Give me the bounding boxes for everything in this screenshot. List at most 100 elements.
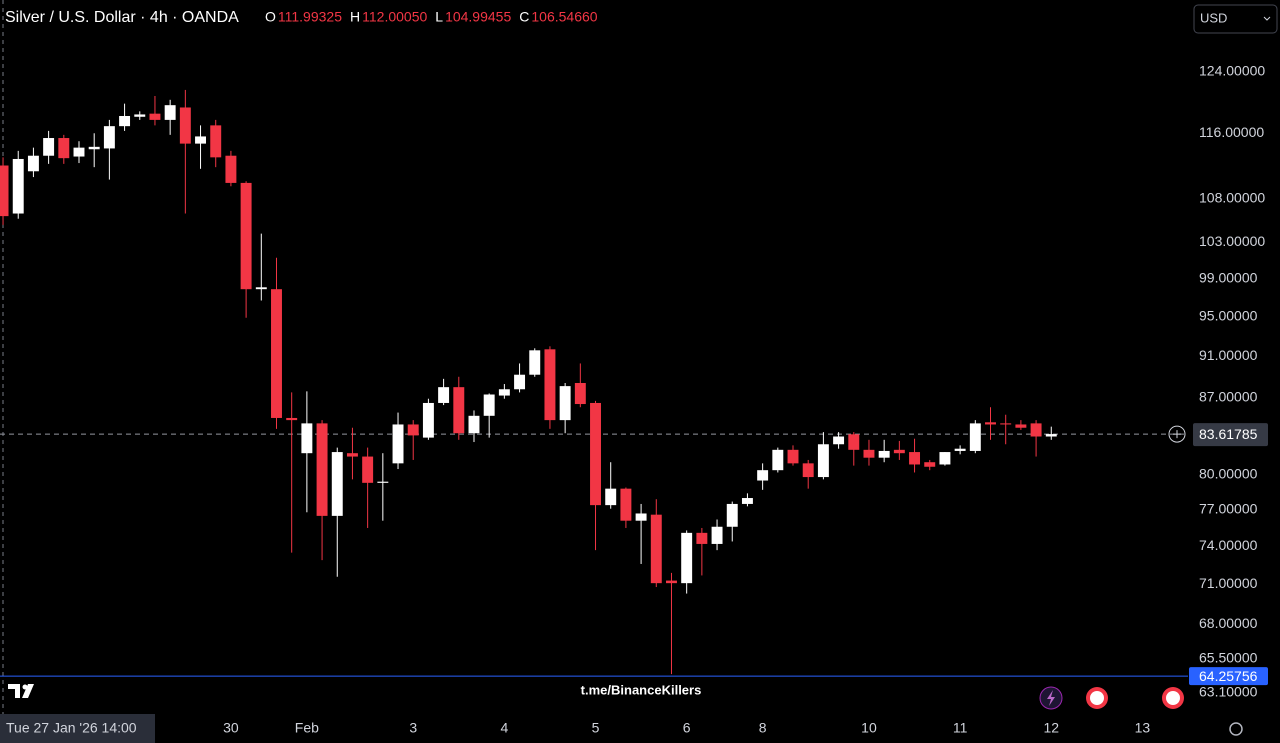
- chart-title: Silver / U.S. Dollar · 4h · OANDA: [5, 9, 239, 26]
- candle-body: [255, 287, 267, 290]
- y-tick-label: 74.00000: [1199, 537, 1258, 553]
- candle-body: [514, 374, 526, 390]
- candle-body: [711, 526, 723, 544]
- legend-key: O: [265, 9, 276, 25]
- tradingview-logo: [8, 684, 34, 698]
- candle-body: [103, 126, 115, 149]
- candle-body: [559, 386, 571, 421]
- candle-body: [1045, 434, 1057, 437]
- candle-body: [210, 125, 222, 158]
- x-tick-label: Feb: [295, 720, 319, 736]
- x-tick-label: 30: [223, 720, 239, 736]
- lightning-glyph: [1047, 690, 1055, 706]
- y-tick-label: 91.00000: [1199, 347, 1258, 363]
- flag-inner: [1090, 691, 1104, 705]
- candle-body: [271, 289, 282, 418]
- low-marker-box: [1189, 667, 1268, 686]
- candle-body: [164, 105, 176, 120]
- candle-body: [0, 165, 9, 217]
- y-tick-label: 65.50000: [1199, 649, 1258, 665]
- candle-body: [726, 503, 738, 527]
- candle-body: [635, 513, 647, 521]
- candle-body: [757, 470, 769, 481]
- candle-body: [620, 488, 632, 521]
- candle-body: [741, 498, 753, 504]
- candle-body: [574, 382, 586, 405]
- y-tick-label: 68.00000: [1199, 615, 1258, 631]
- candle-body: [331, 452, 343, 516]
- candle-body: [362, 456, 374, 483]
- y-tick-label: 95.00000: [1199, 308, 1258, 324]
- y-tick-label: 77.00000: [1199, 501, 1258, 517]
- last-price-box: [1193, 423, 1268, 447]
- y-tick-label: 108.00000: [1199, 190, 1265, 206]
- x-tick-label: 5: [592, 720, 600, 736]
- plot-area: [0, 89, 1188, 677]
- dropdown-arrow: [1263, 16, 1271, 21]
- add-alert-button[interactable]: [1168, 425, 1186, 443]
- candle-body: [833, 436, 845, 445]
- x-tick-label: 12: [1043, 720, 1059, 736]
- candle-body: [438, 387, 450, 403]
- candle-body: [1000, 423, 1012, 425]
- candle-body: [985, 422, 996, 425]
- candle-body: [377, 481, 389, 483]
- candle-body: [787, 449, 799, 464]
- watermark: t.me/BinanceKillers: [581, 682, 702, 697]
- candle-body: [58, 138, 70, 159]
- candle-body: [954, 448, 966, 451]
- candle-body: [696, 532, 708, 544]
- candle-body: [149, 113, 161, 120]
- legend-key: H: [350, 9, 360, 25]
- last-price-label: 83.61785: [1199, 426, 1258, 442]
- x-tick-label: 6: [683, 720, 691, 736]
- currency-label: USD: [1200, 10, 1227, 25]
- candle-body: [924, 462, 936, 467]
- candle-body: [893, 449, 905, 454]
- x-tick-label: 3: [409, 720, 417, 736]
- candle-body: [225, 155, 237, 183]
- candle-body: [863, 449, 875, 458]
- logo-shape: [8, 684, 34, 698]
- candle-body: [195, 136, 207, 144]
- settings-icon[interactable]: [1229, 722, 1243, 736]
- y-tick-label: 87.00000: [1199, 388, 1258, 404]
- legend-value: 112.00050: [362, 9, 427, 25]
- logo-dot: [22, 684, 28, 690]
- candle-body: [1015, 424, 1027, 428]
- candle-body: [316, 423, 328, 516]
- candle-body: [453, 387, 465, 434]
- candle-body: [422, 402, 434, 438]
- y-tick-label: 124.00000: [1199, 63, 1265, 79]
- candle-body: [848, 434, 860, 450]
- y-tick-label: 116.00000: [1199, 124, 1264, 140]
- candle-body: [878, 450, 890, 458]
- x-tick-label: 13: [1135, 720, 1151, 736]
- legend-key: L: [435, 9, 443, 25]
- candle-body: [544, 349, 556, 421]
- low-marker-label: 64.25756: [1199, 668, 1258, 684]
- candle-body: [772, 449, 784, 471]
- candle-body: [483, 394, 495, 416]
- candle-body: [43, 138, 55, 156]
- candle-body: [73, 147, 85, 157]
- add-alert-plus: [1173, 430, 1181, 439]
- legend-value: 106.54660: [531, 9, 597, 25]
- candle-body: [969, 423, 981, 451]
- candle-body: [88, 146, 100, 150]
- crosshair-time: Tue 27 Jan '26 14:00: [6, 720, 137, 736]
- y-tick-label: 80.00000: [1199, 465, 1258, 481]
- candle-body: [650, 514, 662, 584]
- candle-body: [909, 452, 921, 465]
- candle-body: [240, 182, 252, 290]
- candle-body: [134, 114, 146, 117]
- candle-body: [498, 389, 510, 396]
- currency-select[interactable]: [1193, 4, 1278, 34]
- x-tick-label: 4: [500, 720, 508, 736]
- crosshair-time-box: [0, 714, 155, 743]
- candle-body: [802, 463, 814, 478]
- candle-body: [939, 452, 951, 465]
- candle-body: [346, 453, 358, 457]
- x-tick-label: 8: [759, 720, 767, 736]
